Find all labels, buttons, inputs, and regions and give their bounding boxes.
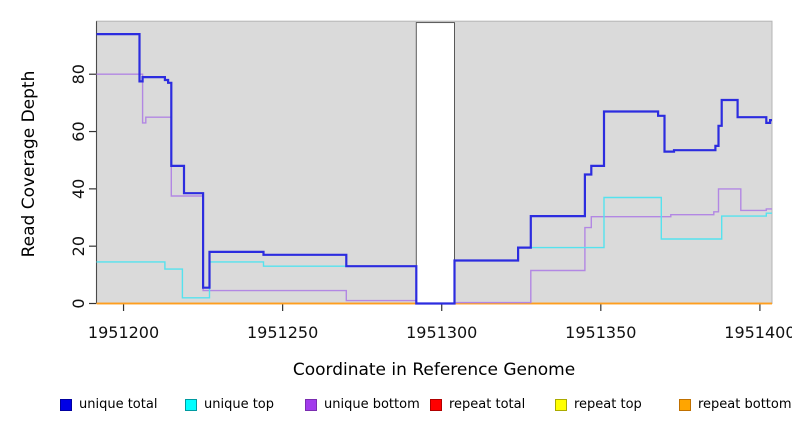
x-axis-title: Coordinate in Reference Genome	[292, 360, 576, 380]
legend-label: repeat total	[449, 397, 526, 412]
legend-swatch-unique-bottom	[305, 398, 317, 411]
legend-label: unique top	[204, 397, 275, 412]
legend-swatch-repeat-total	[430, 398, 442, 411]
y-tick-label: 80	[69, 64, 88, 84]
y-tick-label: 60	[69, 121, 88, 141]
legend-swatch-repeat-top	[555, 398, 567, 411]
legend-swatch-unique-top	[185, 398, 197, 411]
y-tick-label: 20	[69, 236, 88, 256]
legend-item-repeat-bottom: repeat bottom	[679, 397, 792, 412]
legend-label: unique total	[79, 397, 158, 412]
legend-item-repeat-total: repeat total	[430, 397, 525, 412]
y-tick-label: 40	[69, 179, 88, 199]
legend-label: repeat top	[574, 397, 642, 412]
legend-swatch-repeat-bottom	[679, 398, 691, 411]
legend-item-unique-top: unique top	[185, 397, 274, 412]
legend-item-unique-bottom: unique bottom	[305, 397, 420, 412]
legend: unique total unique top unique bottom repea…	[0, 397, 792, 421]
x-tick-label: 1951400	[724, 323, 792, 342]
x-tick-label: 1951350	[565, 323, 636, 342]
no-data-band	[415, 22, 455, 305]
legend-swatch-unique-total	[60, 398, 72, 411]
y-tick-label: 0	[69, 298, 88, 308]
legend-label: unique bottom	[324, 397, 420, 412]
x-tick-label: 1951200	[88, 323, 159, 342]
x-tick-label: 1951250	[247, 323, 318, 342]
y-axis-title: Read Coverage Depth	[19, 70, 39, 258]
legend-item-unique-total: unique total	[60, 397, 157, 412]
legend-label: repeat bottom	[698, 397, 792, 412]
legend-item-repeat-top: repeat top	[555, 397, 642, 412]
series-unique-total	[96, 33, 772, 305]
x-tick-label: 1951300	[406, 323, 477, 342]
